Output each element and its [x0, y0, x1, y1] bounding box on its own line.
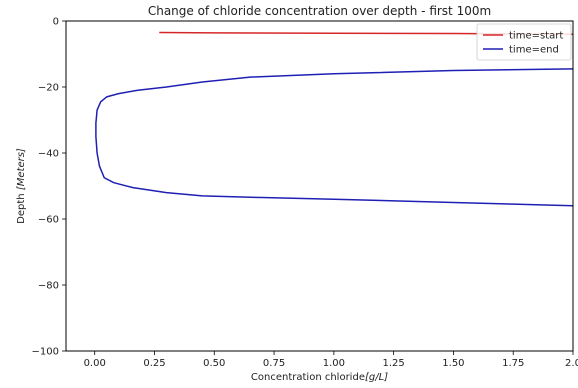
y-tick-label: −100	[32, 347, 59, 358]
y-tick-label: 0	[53, 17, 59, 28]
y-tick-label: −60	[38, 215, 59, 226]
x-tick-label: 1.25	[383, 358, 405, 369]
y-tick-label: −80	[38, 281, 59, 292]
x-axis-label-unit: [g/L]	[365, 372, 388, 383]
x-tick-label: 0.00	[84, 358, 106, 369]
x-tick-label: 1.00	[323, 358, 345, 369]
series-line-time-end	[95, 68, 573, 207]
x-tick-label: 0.75	[263, 358, 285, 369]
x-axis-label-text: Concentration chloride	[251, 372, 365, 383]
x-axis-label: Concentration chloride[g/L]	[251, 372, 388, 383]
chart-title: Change of chloride concentration over de…	[148, 4, 491, 18]
y-axis-label-text: Depth	[16, 193, 27, 223]
legend-label: time=end	[509, 45, 559, 56]
x-tick-label: 2.0	[565, 358, 578, 369]
plot-frame	[65, 20, 574, 352]
y-tick-label: −20	[38, 83, 59, 94]
x-tick-label: 0.25	[143, 358, 165, 369]
y-axis-ticks: 0 −20 −40 −60 −80 −100	[32, 17, 66, 358]
x-tick-label: 0.50	[203, 358, 225, 369]
legend-box	[476, 23, 572, 61]
x-axis-ticks: 0.00 0.25 0.50 0.75 1.00 1.25 1.50 1.75 2.0	[84, 351, 578, 369]
x-tick-label: 1.50	[442, 358, 464, 369]
y-tick-label: −40	[38, 149, 59, 160]
y-axis-label: Depth [Meters]	[16, 148, 27, 224]
x-tick-label: 1.75	[502, 358, 524, 369]
legend-label: time=start	[509, 31, 563, 42]
legend: time=start time=end	[476, 23, 572, 61]
y-axis-label-unit: [Meters]	[16, 148, 27, 190]
